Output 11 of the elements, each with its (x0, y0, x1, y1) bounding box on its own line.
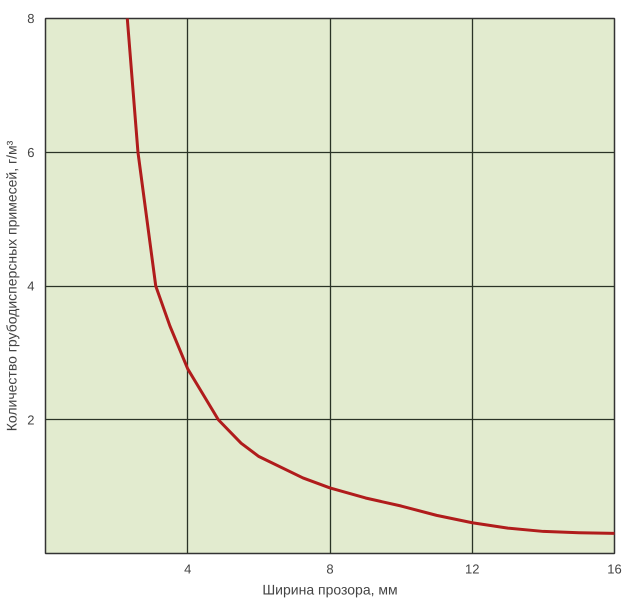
x-tick-label: 16 (607, 562, 622, 576)
y-axis-title: Количество грубодисперсных примесей, г/м³ (3, 140, 20, 432)
x-tick-label: 4 (184, 562, 192, 576)
line-series (126, 18, 614, 535)
x-tick-label: 12 (465, 562, 480, 576)
x-tick-label: 8 (326, 562, 334, 576)
y-tick-label: 2 (27, 412, 35, 428)
y-tick-label: 4 (27, 278, 35, 294)
y-tick-label: 6 (27, 144, 35, 160)
x-axis-title: Ширина прозора, мм (262, 582, 398, 598)
y-tick-label: 8 (27, 11, 35, 26)
